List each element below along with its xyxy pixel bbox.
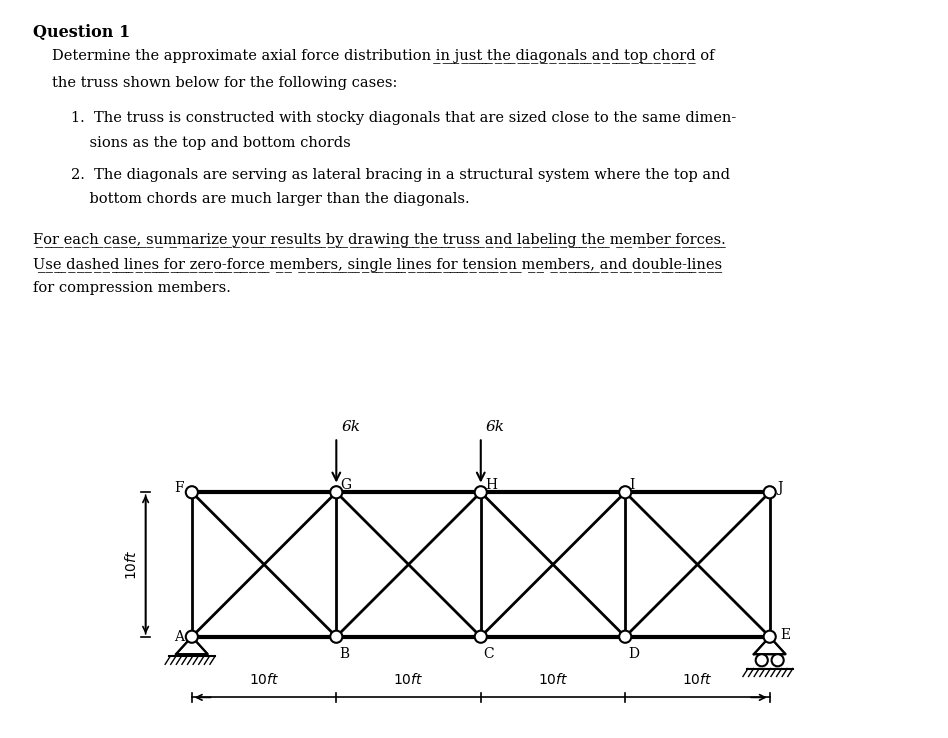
- Text: bottom chords are much larger than the diagonals.: bottom chords are much larger than the d…: [71, 192, 469, 206]
- Text: C: C: [483, 647, 494, 661]
- Text: U̲s̲e̲ ̲d̲a̲s̲h̲e̲d̲ ̲l̲i̲n̲e̲s̲ ̲f̲o̲r̲ ̲z̲e̲r̲o̲-̲f̲o̲r̲c̲e̲ ̲m̲e̲m̲b̲e̲r̲s̲,̲: U̲s̲e̲ ̲d̲a̲s̲h̲e̲d̲ ̲l̲i̲n̲e̲s̲ ̲f̲o̲r̲…: [33, 257, 722, 272]
- Circle shape: [764, 486, 775, 498]
- Polygon shape: [176, 637, 208, 654]
- Text: $10ft$: $10ft$: [249, 672, 280, 687]
- Text: G: G: [340, 478, 352, 492]
- Circle shape: [764, 631, 775, 643]
- Text: D: D: [629, 647, 639, 661]
- Text: 2.  The diagonals are serving as lateral bracing in a structural system where th: 2. The diagonals are serving as lateral …: [71, 168, 730, 182]
- Text: F̲o̲r̲ ̲e̲a̲c̲h̲ ̲c̲a̲s̲e̲,̲ ̲s̲u̲m̲m̲a̲r̲i̲z̲e̲ ̲y̲o̲u̲r̲ ̲r̲e̲s̲u̲l̲t̲s̲ ̲b̲y̲: F̲o̲r̲ ̲e̲a̲c̲h̲ ̲c̲a̲s̲e̲,̲ ̲s̲u̲m̲m̲a̲…: [33, 232, 726, 247]
- Text: F: F: [174, 481, 184, 495]
- Text: $10ft$: $10ft$: [683, 672, 713, 687]
- Circle shape: [756, 654, 768, 666]
- Text: Determine the approximate axial force distribution i̲n̲ ̲j̲u̲s̲t̲ ̲t̲h̲e̲ ̲d̲i̲a: Determine the approximate axial force di…: [52, 48, 715, 63]
- Circle shape: [186, 631, 198, 643]
- Circle shape: [330, 631, 342, 643]
- Circle shape: [475, 486, 487, 498]
- Circle shape: [330, 486, 342, 498]
- Text: 1.  The truss is constructed with stocky diagonals that are sized close to the s: 1. The truss is constructed with stocky …: [71, 111, 737, 125]
- Circle shape: [619, 631, 631, 643]
- Circle shape: [186, 486, 198, 498]
- Text: Question 1: Question 1: [33, 24, 131, 41]
- Text: for compression members.: for compression members.: [33, 281, 231, 295]
- Text: H: H: [485, 478, 497, 492]
- Circle shape: [772, 654, 784, 666]
- Text: 6k: 6k: [485, 421, 505, 435]
- Text: I: I: [629, 478, 635, 492]
- Text: $10ft$: $10ft$: [123, 549, 138, 580]
- Circle shape: [475, 631, 487, 643]
- Text: B: B: [339, 647, 349, 661]
- Text: $10ft$: $10ft$: [538, 672, 568, 687]
- Text: sions as the top and bottom chords: sions as the top and bottom chords: [71, 136, 351, 150]
- Text: E: E: [780, 628, 790, 642]
- Text: $10ft$: $10ft$: [393, 672, 424, 687]
- Text: J: J: [777, 481, 782, 495]
- Circle shape: [619, 486, 631, 498]
- Polygon shape: [754, 637, 786, 654]
- Text: 6k: 6k: [341, 421, 360, 435]
- Text: A: A: [174, 630, 185, 644]
- Text: the truss shown below for the following cases:: the truss shown below for the following …: [52, 76, 397, 90]
